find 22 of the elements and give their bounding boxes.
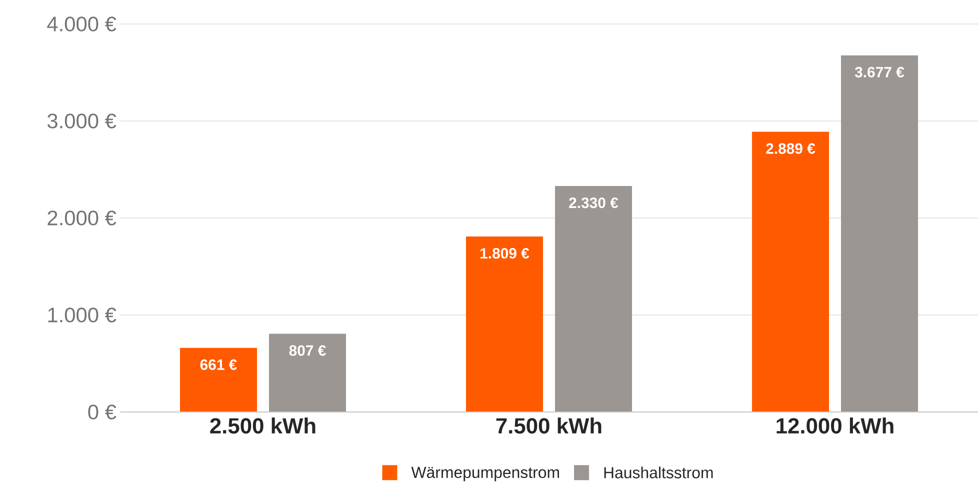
bar <box>269 334 346 412</box>
y-tick-label: 0 € <box>88 404 116 420</box>
bar <box>752 132 830 412</box>
y-tick-label: 1.000 € <box>48 308 116 322</box>
x-tick-label: 2.500 kWh <box>210 418 316 434</box>
data-label: 2.889 € <box>766 143 816 154</box>
x-tick-label: 12.000 kWh <box>776 418 894 434</box>
y-tick-label: 3.000 € <box>47 114 116 128</box>
data-label: 3.677 € <box>854 66 904 78</box>
data-label: 1.809 € <box>480 248 530 259</box>
bar <box>555 186 632 412</box>
data-label: 2.330 € <box>569 198 618 208</box>
y-tick-label: 4.000 € <box>47 16 116 32</box>
y-tick-label: 2.000 € <box>48 210 116 226</box>
legend-label: Wärmepumpenstrom <box>411 466 559 482</box>
data-label: 661 € <box>200 359 237 370</box>
bar <box>180 348 257 412</box>
legend-label: Haushaltsstrom <box>604 466 713 478</box>
bar <box>466 236 544 412</box>
data-label: 807 € <box>289 345 326 356</box>
bar <box>841 55 918 412</box>
x-tick-label: 7.500 kWh <box>496 418 602 434</box>
